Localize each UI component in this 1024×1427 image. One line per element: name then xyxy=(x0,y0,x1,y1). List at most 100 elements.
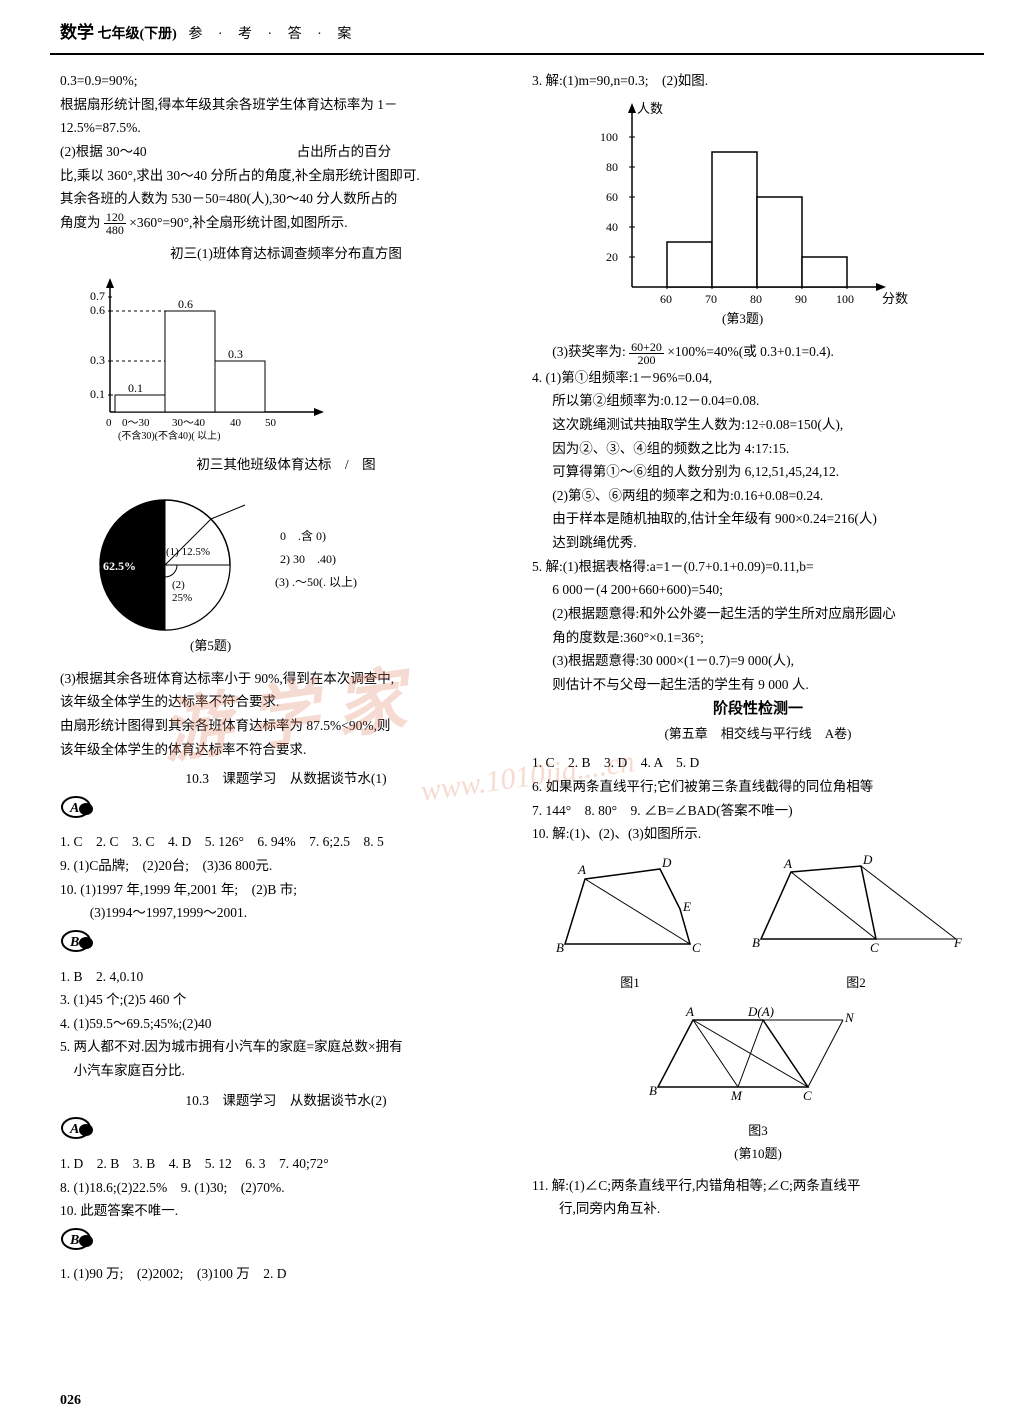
svg-text:C: C xyxy=(803,1088,812,1103)
text: 1. (1)90 万; (2)2002; (3)100 万 2. D xyxy=(60,1262,512,1286)
page-number: 026 xyxy=(60,1393,81,1409)
section-title: 10.3 课题学习 从数据谈节水(2) xyxy=(60,1089,512,1113)
svg-text:40: 40 xyxy=(606,220,618,234)
svg-text:A: A xyxy=(783,856,792,871)
stage-sub: (第五章 相交线与平行线 A卷) xyxy=(532,723,984,746)
section-title: 10.3 课题学习 从数据谈节水(1) xyxy=(60,767,512,791)
svg-text:A: A xyxy=(577,862,586,877)
text: 其余各班的人数为 530－50=480(人),30～40 分人数所占的 xyxy=(60,187,512,211)
geometry-row-2: A D(A) N B M C 图3 (第10题) xyxy=(532,1002,984,1165)
header-label: 参 · 考 · 答 · 案 xyxy=(188,27,357,42)
pie-title: 初三其他班级体育达标 / 图 xyxy=(60,453,512,477)
text: 12.5%=87.5%. xyxy=(60,116,512,140)
text: 10. 解:(1)、(2)、(3)如图所示. xyxy=(532,822,984,846)
text: 角度为 120480 ×360°=90°,补全扇形统计图,如图所示. xyxy=(60,211,512,236)
text: (3)根据题意得:30 000×(1－0.7)=9 000(人), xyxy=(532,649,984,673)
svg-text:F: F xyxy=(953,935,963,950)
text: 6 000－(4 200+660+600)=540; xyxy=(532,578,984,602)
hist1-title: 初三(1)班体育达标调查频率分布直方图 xyxy=(60,242,512,266)
svg-text:80: 80 xyxy=(750,292,762,306)
svg-text:0.3: 0.3 xyxy=(228,347,243,361)
text: 角的度数是:360°×0.1=36°; xyxy=(532,626,984,650)
svg-text:80: 80 xyxy=(606,160,618,174)
svg-text:20: 20 xyxy=(606,250,618,264)
geometry-row-1: A D E B C 图1 A D B C xyxy=(532,854,984,995)
svg-text:C: C xyxy=(870,940,879,955)
svg-text:B: B xyxy=(649,1083,657,1098)
text: 该年级全体学生的达标率不符合要求. xyxy=(60,690,512,714)
text: (2)根据 30～40占出所占的百分 xyxy=(60,140,512,164)
svg-text:B: B xyxy=(752,935,760,950)
svg-text:0.7: 0.7 xyxy=(90,289,105,303)
text: 小汽车家庭百分比. xyxy=(60,1059,512,1083)
text: 1. C 2. B 3. D 4. A 5. D xyxy=(532,751,984,775)
svg-text:50: 50 xyxy=(265,417,277,429)
text: (3)1994～1997,1999～2001. xyxy=(60,901,512,925)
left-column: 0.3=0.9=90%; 根据扇形统计图,得本年级其余各班学生体育达标率为 1－… xyxy=(60,69,512,1286)
geom-fig1: A D E B C xyxy=(550,854,710,964)
text: 8. (1)18.6;(2)22.5% 9. (1)30; (2)70%. xyxy=(60,1176,512,1200)
text: 1. B 2. 4,0.10 xyxy=(60,965,512,989)
pie-chart: (3) 62.5% (1) 12.5% (2) 25% 90° 0 .含 0) … xyxy=(80,485,420,655)
text: 这次跳绳测试共抽取学生人数为:12÷0.08=150(人), xyxy=(532,413,984,437)
svg-text:60: 60 xyxy=(606,190,618,204)
svg-text:90°: 90° xyxy=(150,573,165,585)
text: 由于样本是随机抽取的,估计全年级有 900×0.24=216(人) xyxy=(532,507,984,531)
text: 4. (1)59.5～69.5;45%;(2)40 xyxy=(60,1012,512,1036)
text: 7. 144° 8. 80° 9. ∠B=∠BAD(答案不唯一) xyxy=(532,799,984,823)
text: 3. 解:(1)m=90,n=0.3; (2)如图. xyxy=(532,69,984,93)
text: 5. 解:(1)根据表格得:a=1－(0.7+0.1+0.09)=0.11,b= xyxy=(532,555,984,579)
text: 5. 两人都不对.因为城市拥有小汽车的家庭=家庭总数×拥有 xyxy=(60,1035,512,1059)
svg-text:(2): (2) xyxy=(172,579,185,591)
svg-text:D(A): D(A) xyxy=(747,1004,774,1019)
stage-title: 阶段性检测一 xyxy=(532,696,984,722)
text: 10. (1)1997 年,1999 年,2001 年; (2)B 市; xyxy=(60,878,512,902)
text: 1. D 2. B 3. B 4. B 5. 12 6. 3 7. 40;72° xyxy=(60,1152,512,1176)
header-subject: 数学 xyxy=(60,23,94,42)
text: 0.3=0.9=90%; xyxy=(60,69,512,93)
svg-text:E: E xyxy=(682,899,691,914)
svg-text:0～30: 0～30 xyxy=(122,417,150,429)
text: 3. (1)45 个;(2)5 460 个 xyxy=(60,988,512,1012)
svg-text:B: B xyxy=(556,940,564,955)
text: 达到跳绳优秀. xyxy=(532,531,984,555)
text: 比,乘以 360°,求出 30～40 分所占的角度,补全扇形统计图即可. xyxy=(60,164,512,188)
geom-fig3: A D(A) N B M C xyxy=(643,1002,873,1112)
svg-text:M: M xyxy=(730,1088,743,1103)
svg-text:(第5题): (第5题) xyxy=(190,638,231,653)
svg-text:人数: 人数 xyxy=(637,101,663,116)
right-column: 3. 解:(1)m=90,n=0.3; (2)如图. 人数 分数 20 40 6… xyxy=(532,69,984,1286)
svg-text:(3) .～50(. 以上): (3) .～50(. 以上) xyxy=(275,575,357,589)
svg-text:0: 0 xyxy=(106,417,112,429)
badge-a2: A xyxy=(60,1116,512,1148)
svg-text:A: A xyxy=(69,801,79,816)
text: 行,同旁内角互补. xyxy=(532,1197,984,1221)
svg-text:(1) 12.5%: (1) 12.5% xyxy=(166,546,210,558)
svg-text:60: 60 xyxy=(660,292,672,306)
text: (3)获奖率为: 60+20200 ×100%=40%(或 0.3+0.1=0.… xyxy=(532,340,984,365)
svg-text:A: A xyxy=(69,1122,79,1137)
svg-text:0 .含 0): 0 .含 0) xyxy=(280,528,326,543)
svg-text:0.6: 0.6 xyxy=(90,303,105,317)
text: 11. 解:(1)∠C;两条直线平行,内错角相等;∠C;两条直线平 xyxy=(532,1174,984,1198)
text: 10. 此题答案不唯一. xyxy=(60,1199,512,1223)
text: 可算得第①～⑥组的人数分别为 6,12,51,45,24,12. xyxy=(532,460,984,484)
badge-b: B xyxy=(60,929,512,961)
text: (2)根据题意得:和外公外婆一起生活的学生所对应扇形圆心 xyxy=(532,602,984,626)
text: 9. (1)C品牌; (2)20台; (3)36 800元. xyxy=(60,854,512,878)
svg-text:40: 40 xyxy=(230,417,242,429)
text: 根据扇形统计图,得本年级其余各班学生体育达标率为 1－ xyxy=(60,93,512,117)
svg-text:100: 100 xyxy=(836,292,854,306)
svg-text:D: D xyxy=(862,854,873,867)
badge-b2: B xyxy=(60,1227,512,1259)
text: 因为②、③、④组的频数之比为 4:17:15. xyxy=(532,437,984,461)
text: 该年级全体学生的体育达标率不符合要求. xyxy=(60,738,512,762)
svg-text:0.3: 0.3 xyxy=(90,353,105,367)
svg-text:2) 30 .40): 2) 30 .40) xyxy=(280,552,336,566)
svg-text:N: N xyxy=(844,1010,855,1025)
histogram-1: 0.7 0.6 0.3 0.1 0.1 0.6 0.3 0 0～30 30～40… xyxy=(70,272,340,442)
text: 由扇形统计图得到其余各班体育达标率为 87.5%<90%,则 xyxy=(60,714,512,738)
svg-text:90: 90 xyxy=(795,292,807,306)
badge-a: A xyxy=(60,795,512,827)
text: 1. C 2. C 3. C 4. D 5. 126° 6. 94% 7. 6;… xyxy=(60,830,512,854)
